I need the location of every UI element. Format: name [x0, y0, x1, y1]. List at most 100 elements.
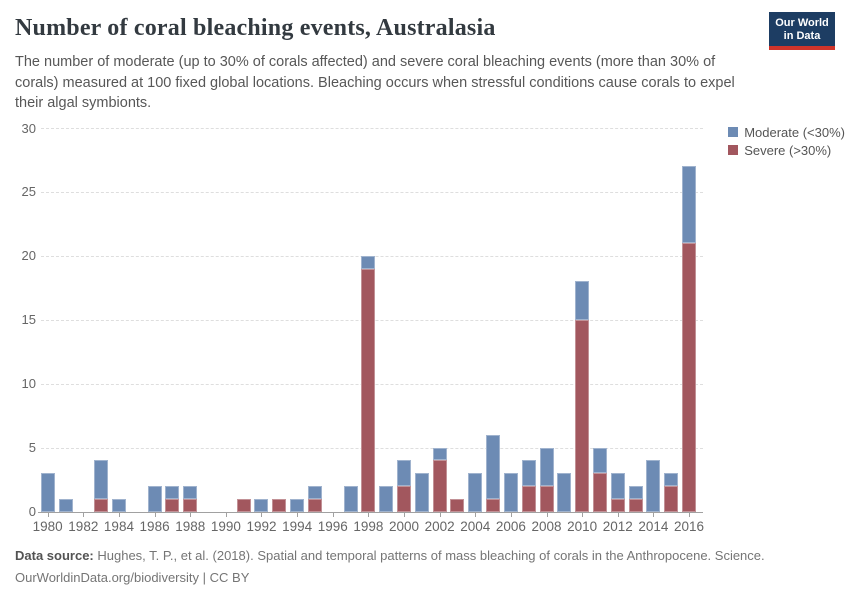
bar-1998[interactable]: [361, 255, 376, 512]
x-axis-label-2016: 2016: [674, 518, 705, 534]
legend-item-severe[interactable]: Severe (>30%): [728, 141, 845, 159]
bar-2016[interactable]: [682, 166, 697, 512]
moderate-swatch-icon: [728, 127, 739, 137]
bar-2012[interactable]: [610, 473, 625, 512]
bar-1984[interactable]: [111, 498, 126, 512]
bar-segment-moderate-1999[interactable]: [379, 485, 394, 512]
bar-2003[interactable]: [450, 498, 465, 512]
owid-logo-line1: Our World: [775, 17, 829, 29]
bar-segment-severe-2012[interactable]: [610, 498, 625, 512]
bar-segment-severe-2011[interactable]: [592, 473, 607, 512]
bar-segment-moderate-2000[interactable]: [397, 460, 411, 486]
bar-1992[interactable]: [254, 498, 269, 512]
bar-segment-severe-1995[interactable]: [307, 498, 322, 512]
bar-segment-severe-2010[interactable]: [575, 319, 590, 512]
bar-1993[interactable]: [272, 498, 287, 512]
bar-2004[interactable]: [468, 473, 483, 512]
bar-1995[interactable]: [307, 485, 322, 512]
bar-segment-moderate-2010[interactable]: [575, 281, 590, 320]
bar-1981[interactable]: [58, 498, 73, 512]
bar-2014[interactable]: [646, 460, 661, 512]
bar-segment-moderate-1998[interactable]: [361, 255, 376, 269]
bar-segment-moderate-2007[interactable]: [521, 460, 536, 486]
bar-1994[interactable]: [290, 498, 305, 512]
bar-segment-severe-2016[interactable]: [682, 243, 697, 512]
bar-1986[interactable]: [147, 485, 162, 512]
x-tick-2002: [439, 512, 441, 517]
bar-segment-severe-1993[interactable]: [272, 498, 287, 512]
owid-logo[interactable]: Our World in Data: [769, 12, 835, 50]
bar-segment-moderate-1980[interactable]: [40, 473, 55, 512]
bar-segment-moderate-2013[interactable]: [628, 485, 643, 499]
severe-swatch-icon: [728, 145, 739, 155]
bar-segment-moderate-1987[interactable]: [165, 485, 180, 499]
bar-segment-severe-1987[interactable]: [165, 498, 180, 512]
bar-1991[interactable]: [236, 498, 251, 512]
bar-segment-severe-1991[interactable]: [236, 498, 251, 512]
bar-2011[interactable]: [592, 447, 607, 512]
bar-segment-moderate-2005[interactable]: [486, 434, 501, 499]
footer-license[interactable]: CC BY: [209, 570, 250, 585]
bar-segment-moderate-1986[interactable]: [147, 485, 162, 512]
bar-2000[interactable]: [397, 460, 411, 512]
bar-segment-severe-2002[interactable]: [432, 460, 447, 512]
bar-2001[interactable]: [414, 473, 429, 512]
bar-segment-moderate-1994[interactable]: [290, 498, 305, 512]
bar-segment-severe-2003[interactable]: [450, 498, 465, 512]
bar-2013[interactable]: [628, 485, 643, 512]
x-axis-label-2002: 2002: [424, 518, 455, 534]
bar-2008[interactable]: [539, 447, 554, 512]
x-tick-1994: [297, 512, 299, 517]
bar-segment-moderate-1984[interactable]: [111, 498, 126, 512]
bar-1999[interactable]: [379, 485, 394, 512]
bar-segment-severe-1988[interactable]: [183, 498, 198, 512]
x-axis-label-1982: 1982: [68, 518, 99, 534]
bar-segment-severe-2008[interactable]: [539, 485, 554, 512]
bar-segment-moderate-2009[interactable]: [557, 473, 572, 512]
bar-2009[interactable]: [557, 473, 572, 512]
bar-1987[interactable]: [165, 485, 180, 512]
bar-segment-severe-2007[interactable]: [521, 485, 536, 512]
bar-segment-severe-1998[interactable]: [361, 268, 376, 512]
bar-2002[interactable]: [432, 447, 447, 512]
legend-item-moderate[interactable]: Moderate (<30%): [728, 123, 845, 141]
bar-segment-moderate-1995[interactable]: [307, 485, 322, 499]
bar-segment-moderate-2016[interactable]: [682, 166, 697, 244]
bar-segment-moderate-2012[interactable]: [610, 473, 625, 499]
bar-segment-moderate-2004[interactable]: [468, 473, 483, 512]
bar-segment-moderate-2014[interactable]: [646, 460, 661, 512]
bar-1980[interactable]: [40, 473, 55, 512]
bar-segment-moderate-2001[interactable]: [414, 473, 429, 512]
bar-1983[interactable]: [94, 460, 109, 512]
bar-segment-moderate-2006[interactable]: [503, 473, 518, 512]
x-tick-1986: [154, 512, 156, 517]
bar-segment-moderate-1997[interactable]: [343, 485, 358, 512]
bar-segment-moderate-2008[interactable]: [539, 447, 554, 486]
bar-2006[interactable]: [503, 473, 518, 512]
bar-2005[interactable]: [486, 434, 501, 512]
bar-2010[interactable]: [575, 281, 590, 512]
x-axis-label-2012: 2012: [602, 518, 633, 534]
x-tick-2016: [689, 512, 691, 517]
bar-segment-moderate-2002[interactable]: [432, 447, 447, 461]
bar-segment-moderate-1983[interactable]: [94, 460, 109, 499]
bar-2015[interactable]: [664, 473, 679, 512]
chart-legend: Moderate (<30%) Severe (>30%): [728, 123, 845, 159]
x-axis-label-1990: 1990: [210, 518, 241, 534]
bar-1988[interactable]: [183, 485, 198, 512]
x-tick-1980: [47, 512, 49, 517]
bar-segment-moderate-2015[interactable]: [664, 473, 679, 486]
bar-1997[interactable]: [343, 485, 358, 512]
bar-segment-severe-2015[interactable]: [664, 485, 679, 512]
bar-segment-moderate-1981[interactable]: [58, 498, 73, 512]
bar-segment-moderate-1992[interactable]: [254, 498, 269, 512]
bar-segment-severe-2013[interactable]: [628, 498, 643, 512]
bar-2007[interactable]: [521, 460, 536, 512]
bar-segment-moderate-1988[interactable]: [183, 485, 198, 499]
footer-link[interactable]: OurWorldinData.org/biodiversity: [15, 570, 199, 585]
bar-segment-moderate-2011[interactable]: [592, 447, 607, 474]
bar-segment-severe-2005[interactable]: [486, 498, 501, 512]
bar-segment-severe-1983[interactable]: [94, 498, 109, 512]
bar-segment-severe-2000[interactable]: [397, 485, 411, 512]
